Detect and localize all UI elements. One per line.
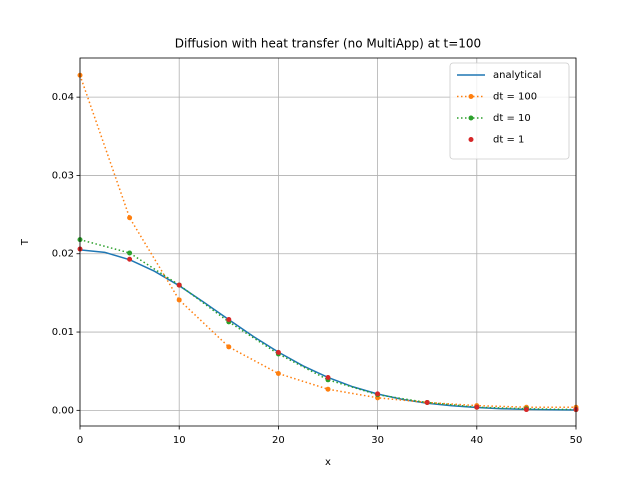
- data-point: [127, 215, 133, 221]
- series-line: [80, 238, 576, 411]
- x-tick-label: 40: [470, 435, 483, 446]
- series-line: [80, 249, 576, 411]
- y-tick-label: 0.04: [52, 92, 74, 103]
- y-tick-label: 0.00: [52, 405, 74, 416]
- legend-label: dt = 1: [493, 135, 524, 146]
- x-tick-label: 30: [371, 435, 384, 446]
- legend-label: analytical: [493, 70, 541, 81]
- data-point: [424, 400, 430, 406]
- x-axis-label: x: [325, 457, 331, 468]
- data-point: [275, 371, 281, 377]
- data-point: [474, 404, 480, 410]
- data-point: [127, 250, 133, 256]
- chart-title: Diffusion with heat transfer (no MultiAp…: [175, 37, 481, 51]
- data-point: [176, 282, 182, 288]
- data-point: [226, 317, 232, 323]
- y-tick-label: 0.03: [52, 170, 74, 181]
- x-tick-label: 20: [272, 435, 285, 446]
- legend-marker: [468, 137, 474, 142]
- data-point: [275, 349, 281, 355]
- legend-marker: [468, 115, 474, 121]
- data-point: [523, 407, 529, 413]
- plot-frame: [79, 57, 577, 427]
- data-point: [325, 386, 331, 392]
- legend-label: dt = 10: [493, 113, 531, 124]
- x-tick-label: 50: [570, 435, 583, 446]
- x-tick-label: 0: [77, 435, 83, 446]
- y-tick-label: 0.01: [52, 327, 74, 338]
- y-tick-label: 0.02: [52, 249, 74, 260]
- data-point: [375, 391, 381, 397]
- legend-marker: [468, 94, 474, 99]
- data-point: [325, 374, 331, 380]
- x-tick-label: 10: [173, 435, 186, 446]
- legend-label: dt = 100: [493, 92, 537, 103]
- legend-box: [449, 62, 570, 160]
- data-point: [176, 297, 182, 303]
- data-point: [226, 344, 232, 350]
- y-axis-label: T: [20, 238, 31, 246]
- data-point: [127, 256, 133, 262]
